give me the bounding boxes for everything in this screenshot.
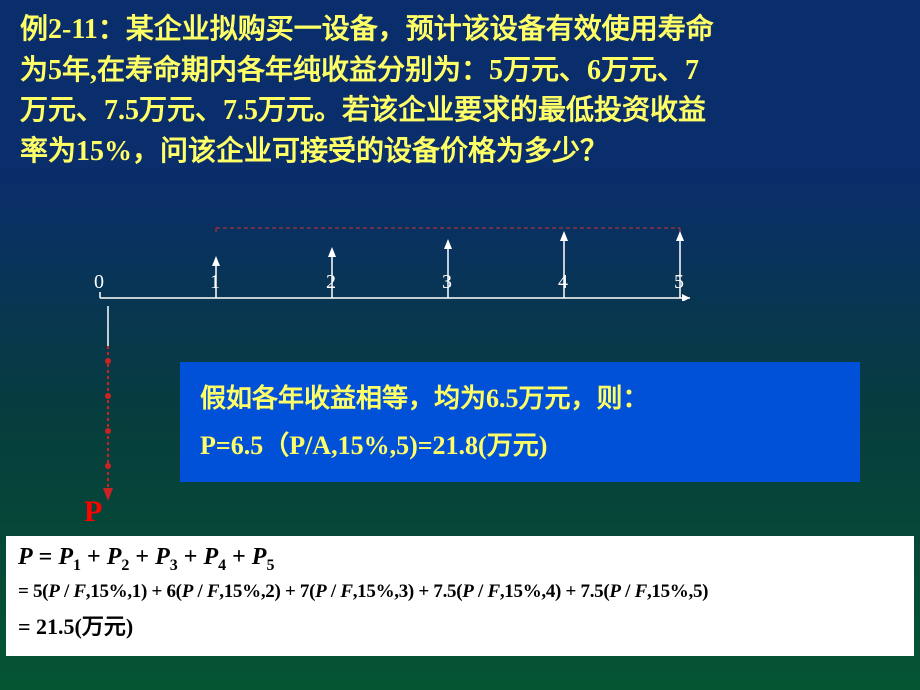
timeline-arrowhead: [682, 294, 690, 301]
period-label-1: 1: [210, 271, 220, 293]
problem-line2: 为5年,在寿命期内各年纯收益分别为：5万元、6万元、7: [20, 55, 699, 86]
period-4: 4: [558, 231, 568, 298]
period-3: 3: [442, 239, 452, 298]
problem-line1: 例2-11：某企业拟购买一设备，预计该设备有效使用寿命: [20, 14, 714, 45]
period-label-2: 2: [326, 271, 336, 293]
period-label-5: 5: [674, 271, 684, 293]
present-value-arrow: [98, 306, 118, 506]
problem-line4c: ，问该企业可接受的设备价格为多少？: [132, 136, 608, 167]
period-2: 2: [326, 247, 336, 298]
assumption-line1: 假如各年收益相等，均为6.5万元，则：: [200, 376, 840, 423]
period-label-0: 0: [94, 271, 104, 293]
period-label-4: 4: [558, 271, 568, 293]
problem-line3: 万元、7.5万元、7.5万元。若该企业要求的最低投资收益: [20, 95, 706, 126]
formula-line2: = 5(P / F,15%,1) + 6(P / F,15%,2) + 7(P …: [18, 581, 902, 603]
formula-line3: = 21.5(万元): [18, 609, 902, 641]
assumption-box: 假如各年收益相等，均为6.5万元，则： P=6.5（P/A,15%,5)=21.…: [180, 362, 860, 482]
period-0: 0: [94, 271, 104, 298]
problem-statement: 例2-11：某企业拟购买一设备，预计该设备有效使用寿命 为5年,在寿命期内各年纯…: [0, 0, 920, 182]
problem-percent: 15%: [76, 136, 132, 167]
period-5: 5: [674, 231, 684, 298]
formula-line1: P = P1 + P2 + P3 + P4 + P5: [18, 544, 902, 575]
cashflow-diagram: 0 1 2 3 4 5: [90, 226, 710, 301]
assumption-line2: P=6.5（P/A,15%,5)=21.8(万元): [200, 423, 840, 470]
period-label-3: 3: [442, 271, 452, 293]
formula-box: P = P1 + P2 + P3 + P4 + P5 = 5(P / F,15%…: [6, 536, 914, 656]
problem-line4a: 率为: [20, 136, 76, 167]
p-label: P: [84, 495, 102, 529]
period-1: 1: [210, 256, 220, 298]
